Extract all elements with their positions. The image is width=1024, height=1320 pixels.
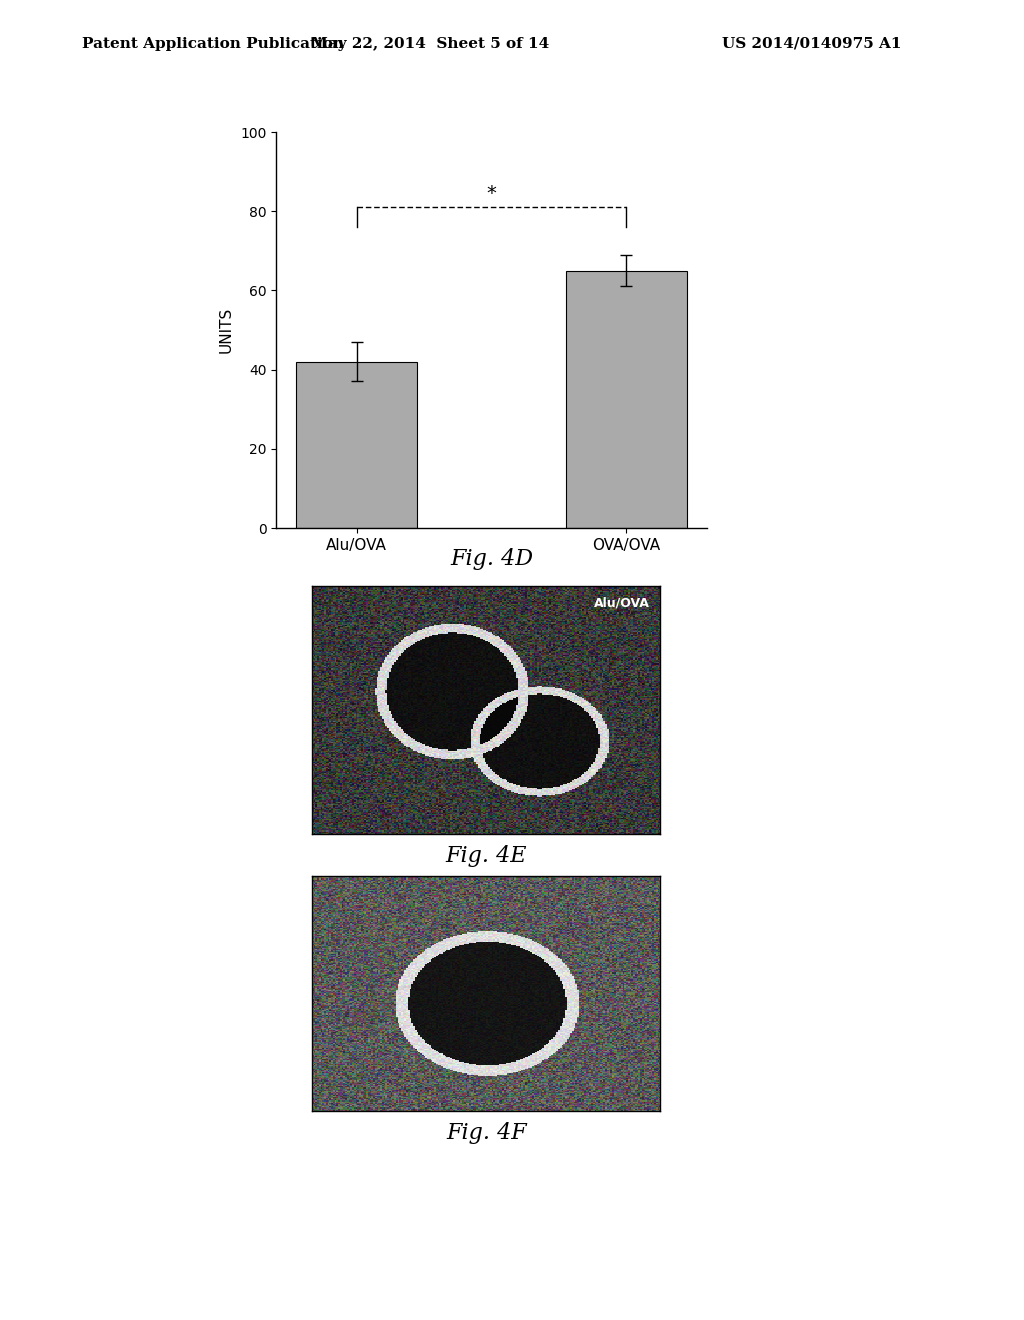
Bar [296,362,418,528]
Text: *: * [486,185,497,203]
Y-axis label: UNITS: UNITS [218,306,233,354]
Bar [565,271,687,528]
Text: Patent Application Publication: Patent Application Publication [82,37,344,51]
Text: May 22, 2014  Sheet 5 of 14: May 22, 2014 Sheet 5 of 14 [311,37,549,51]
Text: Fig. 4E: Fig. 4E [445,845,527,867]
Text: US 2014/0140975 A1: US 2014/0140975 A1 [722,37,901,51]
Text: Alu/OVA: Alu/OVA [594,597,650,609]
Text: Fig. 4F: Fig. 4F [446,1122,526,1144]
Text: Fig. 4D: Fig. 4D [450,548,534,570]
